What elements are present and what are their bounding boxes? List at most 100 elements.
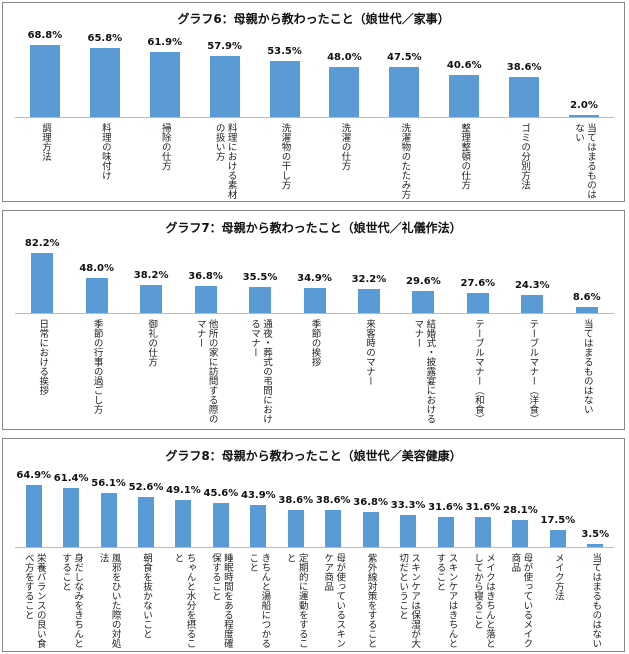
value-label: 49.1% xyxy=(166,485,201,497)
bar xyxy=(149,52,180,117)
value-label: 68.8% xyxy=(27,30,63,41)
bar xyxy=(400,515,417,547)
value-label: 32.2% xyxy=(351,274,387,286)
category-label: スキンケアは保湿が大切だということ xyxy=(397,553,421,648)
value-label: 52.6% xyxy=(128,481,164,493)
category-label: 他所の家に訪問する際のマナー xyxy=(194,319,218,424)
category-label: 当てはまるものはない xyxy=(581,319,593,414)
category-label: 洗濯物のたたみ方 xyxy=(399,123,411,199)
chart-panel: グラフ8：母親から教わったこと（娘世代／美容健康） 64.9% 栄養バランスの良い食… xyxy=(2,438,625,652)
category-label: 御礼の仕方 xyxy=(146,319,158,367)
bar xyxy=(437,516,454,547)
category-label: 洗濯物の干し方 xyxy=(279,123,291,190)
value-label: 2.0% xyxy=(570,99,598,111)
bar xyxy=(512,520,529,547)
baseline xyxy=(15,313,614,314)
category-label: 当てはまるものはない xyxy=(590,553,602,648)
bar xyxy=(569,114,600,117)
category-label: 朝食を抜かないこと xyxy=(141,553,153,639)
bar xyxy=(303,287,326,313)
chart-title: グラフ8：母親から教わったこと（娘世代／美容健康） xyxy=(165,449,462,463)
value-label: 38.6% xyxy=(315,495,351,507)
value-label: 24.3% xyxy=(514,280,550,292)
category-label: メイクはきちんと落としてから寝ること xyxy=(471,553,495,648)
bar xyxy=(287,510,304,547)
category-label: 季節の挨拶 xyxy=(309,319,321,367)
bar xyxy=(362,511,379,547)
value-label: 28.1% xyxy=(503,505,538,517)
chart-panel: グラフ7：母親から教わったこと（娘世代／礼儀作法） 82.2% 日常における挨拶 48… xyxy=(2,210,625,430)
category-label: ゴミの分別方法 xyxy=(519,123,531,190)
bar xyxy=(250,505,267,547)
category-label: 整理整頓の仕方 xyxy=(459,123,471,190)
bar xyxy=(194,286,217,313)
bar xyxy=(63,488,80,547)
value-label: 34.9% xyxy=(297,272,332,284)
value-label: 43.9% xyxy=(240,490,276,502)
value-label: 35.5% xyxy=(242,272,278,284)
value-label: 82.2% xyxy=(24,238,60,249)
bar xyxy=(466,292,489,313)
category-label: 料理における素材の扱い方 xyxy=(213,123,237,199)
value-label: 3.5% xyxy=(581,528,610,540)
category-label: 調理方法 xyxy=(39,123,51,161)
bar xyxy=(474,516,491,547)
category-label: きちんと湯船につかること xyxy=(247,553,271,648)
category-label: 母が使っているスキンケア商品 xyxy=(322,553,346,648)
category-label: 紫外線対策をすること xyxy=(365,553,377,648)
value-label: 40.6% xyxy=(446,59,482,71)
value-label: 36.8% xyxy=(353,496,388,508)
category-label: 日常における挨拶 xyxy=(37,319,49,395)
bar xyxy=(89,48,120,117)
bar xyxy=(575,306,598,313)
bar xyxy=(249,287,272,313)
bar xyxy=(449,74,480,117)
bar xyxy=(509,76,540,117)
value-label: 45.6% xyxy=(203,488,239,500)
bar xyxy=(140,285,163,313)
bar xyxy=(357,289,380,313)
bar xyxy=(25,485,42,547)
category-label: テーブルマナー（洋食） xyxy=(527,319,539,424)
value-label: 38.6% xyxy=(506,61,542,73)
category-label: 結婚式・披露宴におけるマナー xyxy=(412,319,436,424)
category-label: 当てはまるものはない xyxy=(573,123,597,199)
baseline xyxy=(15,117,614,118)
category-label: 通夜・葬式の弔問におけるマナー xyxy=(249,319,273,424)
value-label: 33.3% xyxy=(390,500,426,512)
value-label: 38.2% xyxy=(133,270,169,282)
value-label: 17.5% xyxy=(540,515,576,527)
category-label: 睡眠時間をある程度確保すること xyxy=(209,553,233,648)
bar xyxy=(212,503,229,547)
value-label: 53.5% xyxy=(267,46,302,57)
bar xyxy=(329,66,360,117)
value-label: 36.8% xyxy=(188,271,223,283)
value-label: 31.6% xyxy=(428,501,463,513)
bar xyxy=(269,61,300,117)
category-label: 洗濯の仕方 xyxy=(339,123,351,171)
category-label: 栄養バランスの良い食べ方をすること xyxy=(22,553,46,648)
value-label: 48.0% xyxy=(79,262,115,274)
chart-title: グラフ7：母親から教わったこと（娘世代／礼儀作法） xyxy=(165,221,462,235)
chart-title: グラフ6：母親から教わったこと（娘世代／家事） xyxy=(177,12,450,26)
bar xyxy=(209,56,240,117)
category-label: 定期的に運動をすること xyxy=(284,553,308,648)
category-label: ちゃんと水分を摂ること xyxy=(172,553,196,648)
bar xyxy=(325,510,342,547)
value-label: 48.0% xyxy=(327,51,362,63)
category-label: 身だしなみをきちんとすること xyxy=(60,553,84,648)
category-label: スキンケアはきちんとすること xyxy=(434,553,458,648)
value-label: 38.6% xyxy=(278,495,314,507)
category-label: 料理の味付け xyxy=(99,123,111,180)
value-label: 47.5% xyxy=(386,52,422,64)
bar xyxy=(549,530,566,547)
category-label: 風邪をひいた際の対処法 xyxy=(97,553,121,648)
value-label: 61.9% xyxy=(147,37,183,49)
category-label: 季節の行事の過ごし方 xyxy=(91,319,103,414)
category-label: 母が使っているメイク商品 xyxy=(509,553,533,648)
value-label: 57.9% xyxy=(207,41,242,53)
category-label: メイク方法 xyxy=(552,553,564,601)
bar xyxy=(412,291,435,313)
category-label: テーブルマナー（和食） xyxy=(472,319,484,424)
